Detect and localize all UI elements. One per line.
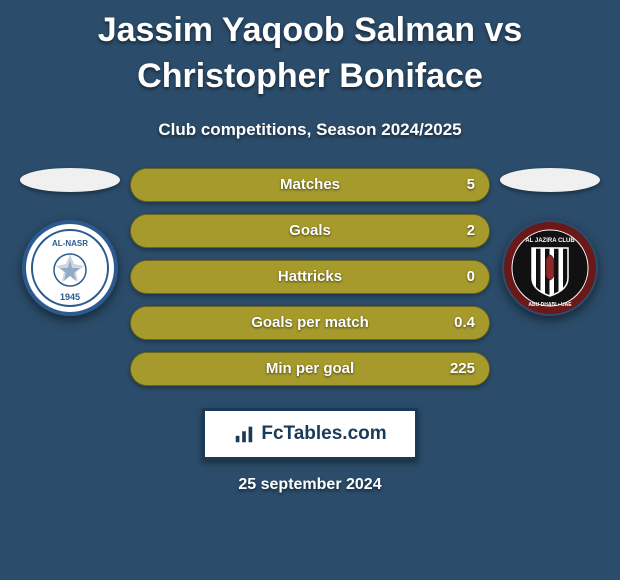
right-player-column: AL JAZIRA CLUB ABU DHABI • UAE [490, 168, 610, 316]
left-player-column: AL-NASR 1945 [10, 168, 130, 316]
svg-text:1945: 1945 [60, 292, 80, 302]
right-crest-svg: AL JAZIRA CLUB ABU DHABI • UAE [502, 220, 598, 316]
bar-value-right: 0.4 [440, 307, 489, 339]
subtitle: Club competitions, Season 2024/2025 [0, 120, 620, 140]
bar-value-right: 225 [436, 353, 489, 385]
bar-label: Goals [131, 215, 489, 247]
svg-text:ABU DHABI • UAE: ABU DHABI • UAE [528, 302, 572, 308]
stat-bar: Goals2 [130, 214, 490, 248]
stat-bar: Matches5 [130, 168, 490, 202]
left-club-crest: AL-NASR 1945 [22, 220, 118, 316]
comparison-area: AL-NASR 1945 Matches5 Goals2 Hattricks0 Goa… [0, 168, 620, 386]
bar-value-right: 2 [453, 215, 489, 247]
stat-bars: Matches5Goals2Hattricks0Goals per match0… [130, 168, 490, 386]
svg-text:AL JAZIRA CLUB: AL JAZIRA CLUB [525, 238, 575, 244]
stat-bar: Goals per match0.4 [130, 306, 490, 340]
bar-label: Goals per match [131, 307, 489, 339]
stat-bar: Hattricks0 [130, 260, 490, 294]
chart-icon [233, 423, 255, 445]
page-title: Jassim Yaqoob Salman vs Christopher Boni… [0, 0, 620, 104]
left-crest-svg: AL-NASR 1945 [22, 220, 118, 316]
brand-badge: FcTables.com [202, 408, 418, 460]
left-player-oval [20, 168, 120, 192]
root: Jassim Yaqoob Salman vs Christopher Boni… [0, 0, 620, 580]
right-player-oval [500, 168, 600, 192]
bar-value-left [131, 215, 159, 247]
bar-value-left [131, 169, 159, 201]
bar-value-left [131, 353, 159, 385]
bar-value-right: 0 [453, 261, 489, 293]
bar-label: Matches [131, 169, 489, 201]
bar-value-right: 5 [453, 169, 489, 201]
stat-bar: Min per goal225 [130, 352, 490, 386]
brand-text: FcTables.com [261, 423, 386, 445]
bar-value-left [131, 261, 159, 293]
bar-label: Hattricks [131, 261, 489, 293]
svg-text:AL-NASR: AL-NASR [52, 239, 88, 248]
bar-value-left [131, 307, 159, 339]
footer-date: 25 september 2024 [0, 476, 620, 494]
right-club-crest: AL JAZIRA CLUB ABU DHABI • UAE [502, 220, 598, 316]
